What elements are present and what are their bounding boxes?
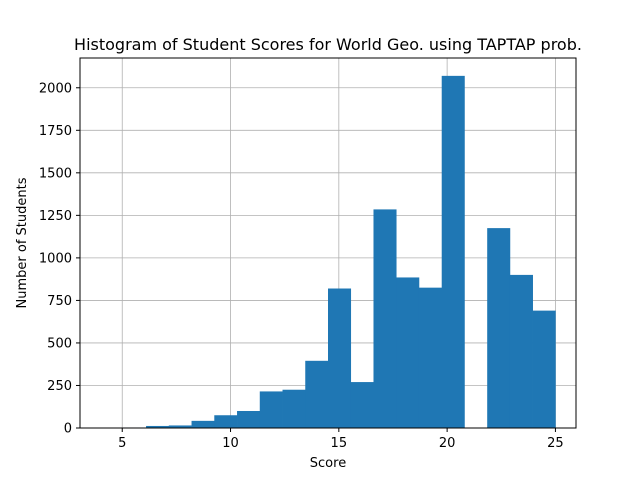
histogram-bar xyxy=(168,425,192,428)
y-tick-label: 750 xyxy=(47,294,72,309)
histogram-bar xyxy=(146,425,170,428)
y-tick-label: 500 xyxy=(47,336,72,351)
plot-frame xyxy=(79,57,577,429)
histogram-bar xyxy=(532,310,556,428)
histogram-bar xyxy=(237,410,261,428)
x-tick-label: 5 xyxy=(118,436,126,451)
x-axis-ticks: 5 10 15 20 25 xyxy=(118,428,564,451)
histogram-bar xyxy=(418,287,443,428)
x-tick-label: 15 xyxy=(331,436,348,451)
y-tick-label: 1000 xyxy=(39,251,72,266)
chart-title: Histogram of Student Scores for World Ge… xyxy=(74,35,582,54)
histogram-bar xyxy=(282,389,306,428)
y-tick-label: 250 xyxy=(47,379,72,394)
histogram-bars xyxy=(100,75,556,429)
y-axis-ticks: 0 250 500 750 1000 1250 1500 1750 2000 xyxy=(39,81,80,437)
histogram-bar xyxy=(373,209,397,428)
histogram-bar xyxy=(396,277,420,428)
histogram-bar xyxy=(214,415,238,428)
histogram-bar xyxy=(259,391,283,428)
y-axis-label: Number of Students xyxy=(15,177,30,308)
x-tick-label: 10 xyxy=(222,436,239,451)
histogram-bar xyxy=(509,274,533,428)
x-tick-label: 20 xyxy=(439,436,456,451)
histogram-bar xyxy=(487,228,511,428)
histogram-bar xyxy=(191,420,215,428)
x-axis-label: Score xyxy=(310,456,346,471)
x-tick-label: 25 xyxy=(547,436,564,451)
y-tick-label: 2000 xyxy=(39,81,72,96)
y-tick-label: 1250 xyxy=(39,209,72,224)
histogram-bar xyxy=(328,288,352,428)
y-tick-label: 1500 xyxy=(39,166,72,181)
y-tick-label: 1750 xyxy=(39,124,72,139)
histogram-bar xyxy=(441,75,465,429)
y-tick-label: 0 xyxy=(64,422,72,437)
histogram-bar xyxy=(305,360,329,428)
histogram-bar xyxy=(350,382,374,428)
